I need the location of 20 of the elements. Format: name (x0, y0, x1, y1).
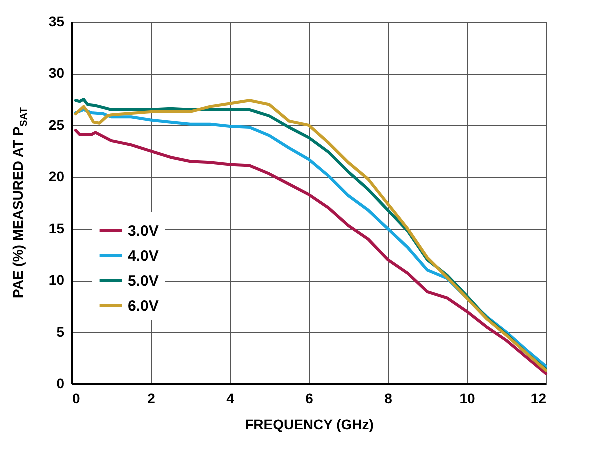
x-tick-label: 0 (72, 390, 80, 406)
x-tick-label: 4 (226, 390, 235, 406)
y-tick-label: 30 (48, 65, 65, 82)
legend-label: 6.0V (128, 298, 159, 315)
y-tick-label: 35 (48, 14, 65, 30)
x-tick-label: 2 (148, 390, 156, 406)
legend-label: 4.0V (128, 248, 159, 265)
legend-label: 5.0V (128, 273, 159, 290)
y-tick-label: 15 (48, 220, 65, 236)
y-tick-label: 25 (48, 116, 65, 133)
x-tick-label: 6 (306, 390, 314, 406)
x-axis-title: FREQUENCY (GHz) (245, 416, 374, 432)
legend-label: 3.0V (128, 223, 159, 240)
x-tick-label: 12 (530, 390, 547, 406)
y-tick-label: 5 (56, 324, 65, 340)
y-tick-label: 20 (48, 168, 65, 185)
y-tick-label: 10 (48, 272, 65, 288)
y-tick-label: 0 (56, 376, 65, 392)
x-tick-label: 10 (460, 390, 476, 406)
x-tick-label: 8 (384, 390, 393, 406)
